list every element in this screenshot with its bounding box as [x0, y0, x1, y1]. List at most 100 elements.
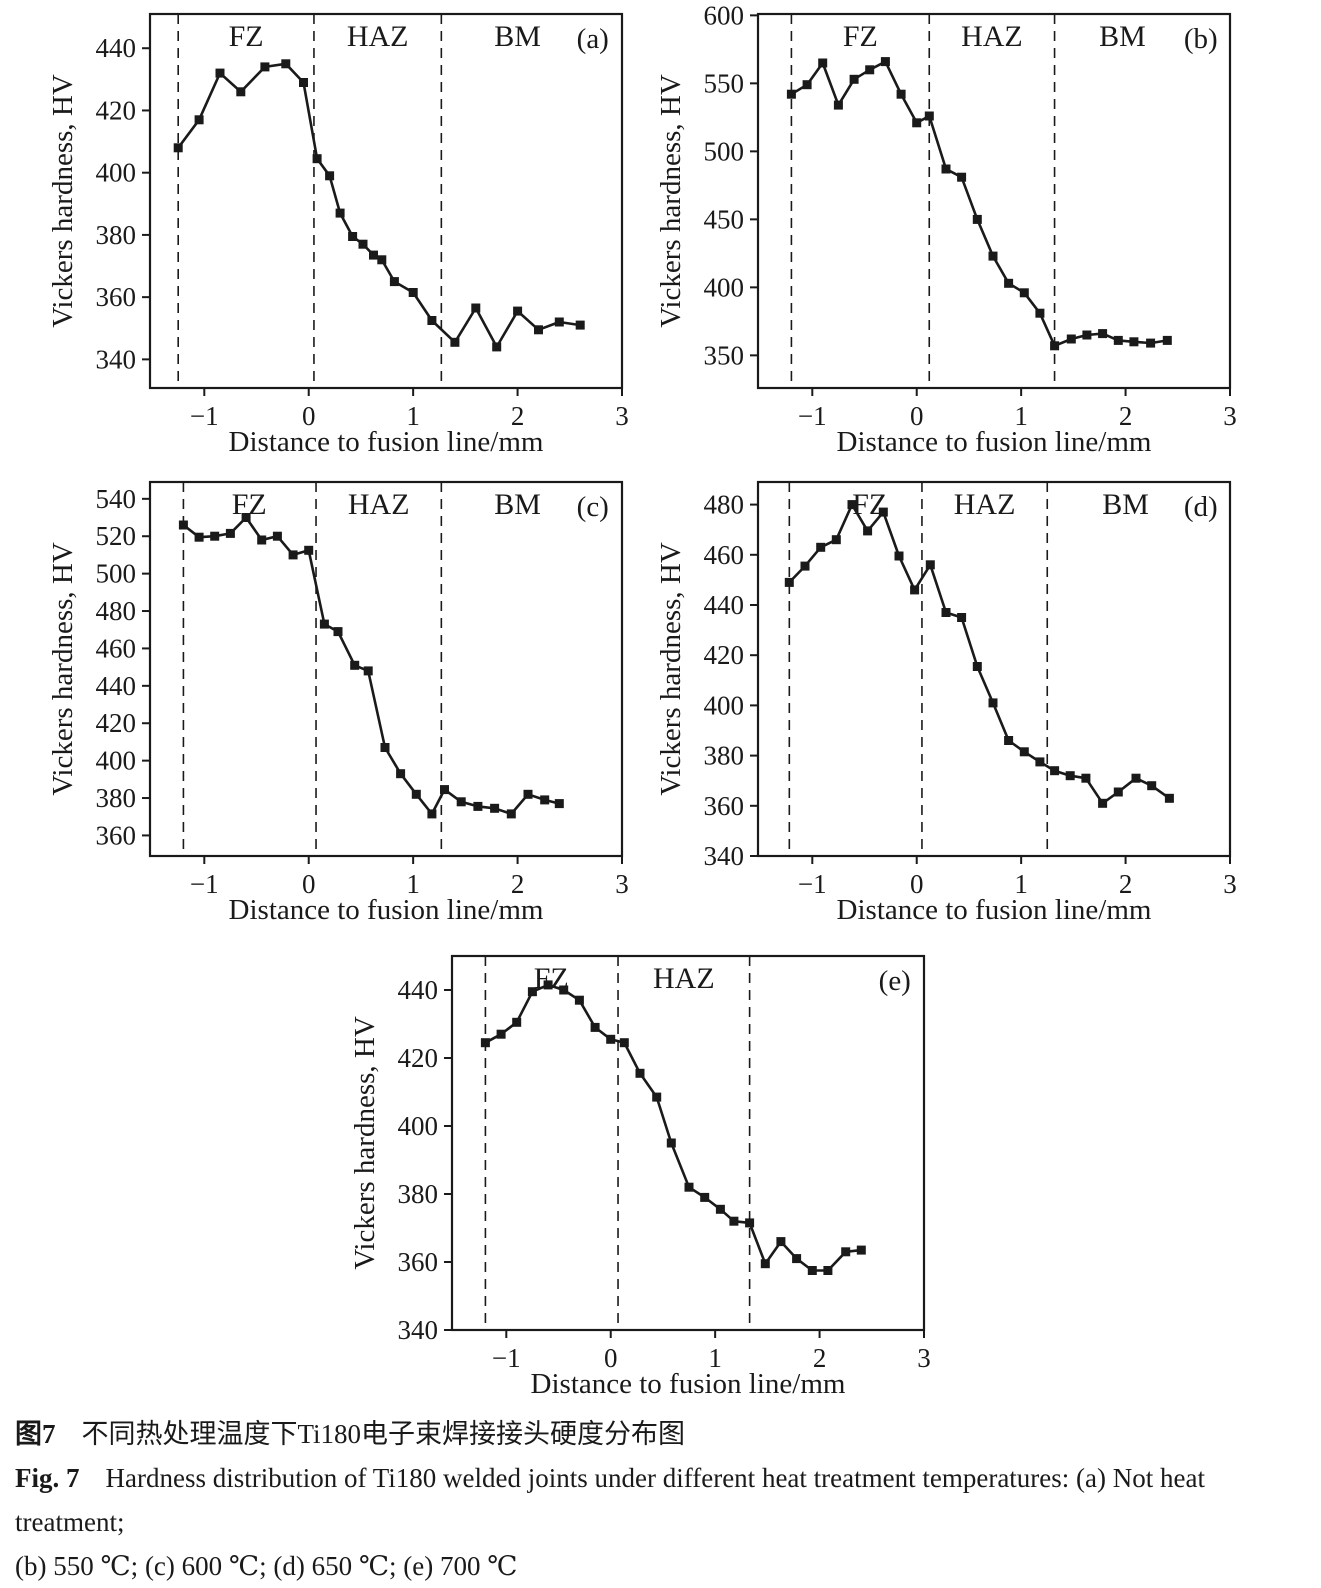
data-point-marker — [257, 535, 267, 545]
data-point-marker — [210, 531, 220, 541]
y-tick-label: 360 — [398, 1247, 439, 1277]
data-point-marker — [480, 1038, 490, 1048]
data-point-marker — [863, 526, 873, 536]
data-point-marker — [760, 1259, 770, 1269]
data-point-marker — [776, 1237, 786, 1247]
data-point-marker — [534, 325, 543, 335]
chart-e-canvas: −1 0 1 2 3 340 360 380 400 420 440 Distance to fusi… — [349, 954, 931, 1400]
x-tick-label: 1 — [708, 1343, 722, 1373]
data-point-marker — [380, 743, 390, 752]
series-line — [788, 503, 1171, 805]
zone-label-haz: HAZ — [653, 962, 715, 995]
zone-labels: FZ HAZ BM — [232, 488, 541, 521]
data-point-marker — [333, 627, 343, 637]
y-tick-label: 360 — [96, 282, 137, 312]
panel-label: (e) — [879, 965, 911, 997]
zone-label-haz: HAZ — [348, 488, 410, 521]
data-point-marker — [729, 1216, 739, 1226]
zone-labels: FZ HAZ BM — [229, 20, 541, 53]
data-point-marker — [348, 232, 358, 241]
y-tick-label: 400 — [398, 1111, 439, 1141]
data-point-marker — [1129, 337, 1139, 347]
data-point-marker — [456, 797, 466, 807]
y-tick-label: 600 — [704, 2, 745, 30]
data-point-marker — [849, 74, 859, 84]
x-tick-label: 1 — [406, 401, 420, 431]
data-point-marker — [369, 250, 378, 260]
data-point-marker — [972, 662, 982, 671]
data-point-marker — [335, 208, 345, 218]
data-point-marker — [619, 1038, 629, 1048]
y-tick-label: 400 — [96, 746, 137, 776]
x-axis-title: Distance to fusion line/mm — [531, 1368, 846, 1400]
series-line — [790, 60, 1169, 348]
data-point-marker — [1081, 773, 1091, 783]
zone-label-haz: HAZ — [961, 20, 1023, 53]
data-point-marker — [896, 89, 906, 99]
data-point-marker — [856, 1245, 866, 1255]
plot-border — [756, 480, 1232, 858]
y-tick-label: 460 — [704, 540, 745, 570]
data-point-marker — [299, 78, 308, 87]
caption-en-text-2: (b) 550 ℃; (c) 600 ℃; (d) 650 ℃; (e) 700… — [15, 1551, 518, 1581]
zone-divider-lines — [484, 956, 751, 1330]
y-tick-label: 400 — [704, 272, 745, 302]
data-point-marker — [941, 164, 951, 174]
y-tick-label: 360 — [704, 791, 745, 821]
data-point-marker — [540, 795, 550, 805]
data-point-marker — [910, 585, 920, 595]
x-tick-label: 0 — [604, 1343, 618, 1373]
data-point-marker — [847, 500, 857, 510]
y-axis-title: Vickers hardness, HV — [349, 1016, 381, 1270]
data-point-marker — [396, 769, 406, 779]
zone-label-bm: BM — [494, 488, 541, 521]
data-point-marker — [807, 1266, 817, 1275]
data-point-marker — [281, 59, 291, 69]
y-tick-label: 440 — [704, 590, 745, 620]
data-point-marker — [1147, 781, 1157, 791]
x-tick-label: 3 — [1223, 869, 1237, 899]
y-axis-title: Vickers hardness, HV — [47, 74, 79, 328]
zone-label-haz: HAZ — [347, 20, 409, 53]
hardness-chart-a: −1 0 1 2 3 340 360 380 400 420 440 Distance to fusi… — [42, 2, 638, 464]
y-axis-title: Vickers hardness, HV — [655, 74, 687, 328]
chart-a-canvas: −1 0 1 2 3 340 360 380 400 420 440 Distance to fusi… — [47, 12, 629, 458]
x-tick-label: 2 — [511, 869, 524, 899]
x-axis: −1 0 1 2 3 — [798, 388, 1237, 431]
y-tick-label: 380 — [96, 220, 137, 250]
caption-zh-text: 不同热处理温度下Ti180电子束焊接接头硬度分布图 — [81, 1419, 686, 1449]
series-line — [176, 62, 582, 349]
data-point-marker — [377, 255, 387, 265]
zone-divider-lines — [790, 14, 1056, 388]
hardness-chart-b: −1 0 1 2 3 350 400 450 500 550 600 Distance to fusi… — [650, 2, 1246, 464]
data-point-marker — [957, 172, 967, 182]
data-point-marker — [363, 666, 373, 676]
x-tick-label: 1 — [1014, 869, 1027, 899]
data-point-marker — [574, 995, 584, 1005]
x-axis: −1 0 1 2 3 — [190, 856, 629, 899]
hardness-series — [784, 500, 1174, 808]
data-point-marker — [215, 68, 225, 78]
data-point-marker — [554, 799, 564, 809]
x-axis-title: Distance to fusion line/mm — [837, 894, 1152, 926]
hardness-series — [786, 57, 1172, 351]
data-point-marker — [178, 520, 188, 530]
x-tick-label: 3 — [615, 401, 629, 431]
x-axis-title: Distance to fusion line/mm — [837, 426, 1152, 458]
data-point-marker — [700, 1192, 710, 1202]
panel-label: (c) — [577, 491, 609, 523]
x-tick-label: 0 — [302, 401, 316, 431]
y-tick-label: 400 — [96, 158, 137, 188]
data-point-marker — [1050, 766, 1060, 776]
data-point-marker — [450, 337, 460, 347]
data-point-marker — [652, 1092, 662, 1102]
data-point-marker — [988, 251, 998, 261]
data-point-marker — [666, 1138, 676, 1148]
zone-label-haz: HAZ — [954, 488, 1016, 521]
y-axis-title: Vickers hardness, HV — [655, 542, 687, 796]
zone-label-fz: FZ — [843, 20, 878, 53]
caption-zh-label: 图7 — [15, 1419, 56, 1449]
data-point-marker — [1098, 798, 1108, 808]
x-tick-label: 0 — [910, 869, 924, 899]
data-point-marker — [241, 513, 251, 522]
